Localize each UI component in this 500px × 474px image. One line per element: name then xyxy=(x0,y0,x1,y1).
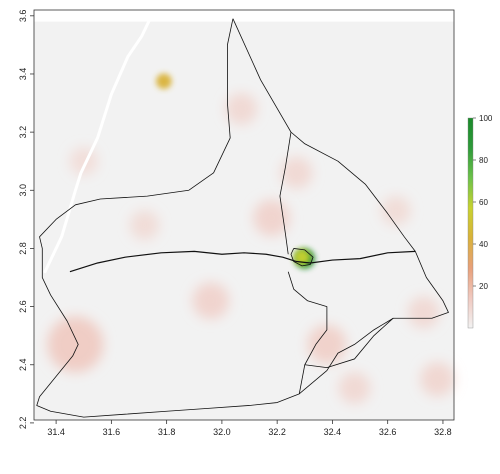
hotspot-3 xyxy=(47,316,104,373)
hotspot-12 xyxy=(129,210,160,240)
hotspot-13 xyxy=(69,147,98,176)
colorbar-tick-label-2: 60 xyxy=(479,198,488,207)
colorbar-ramp xyxy=(467,117,474,329)
boundary-layer xyxy=(36,18,449,418)
colorbar-ticks: 20 40 60 80 100 xyxy=(473,114,493,291)
colorbar-tick-label-0: 20 xyxy=(479,282,488,291)
hotspot-6 xyxy=(192,282,230,320)
hotspot-7 xyxy=(225,92,258,125)
boundary-outer xyxy=(36,18,449,418)
boundary-ew-division xyxy=(69,250,416,273)
hotspot-4 xyxy=(253,199,291,237)
hotspot-2 xyxy=(156,73,172,90)
boundary-south-division xyxy=(287,271,328,394)
x-tick-label-4: 32.2 xyxy=(268,427,286,437)
y-tick-label-2: 2.6 xyxy=(18,300,28,313)
boundary-ns-division xyxy=(279,132,292,255)
x-tick-label-1: 31.6 xyxy=(103,427,121,437)
hotspot-layer xyxy=(47,73,455,405)
y-tick-label-5: 3.2 xyxy=(18,126,28,139)
x-tick-label-7: 32.8 xyxy=(434,427,452,437)
river-line xyxy=(43,17,152,274)
x-tick-label-3: 32.0 xyxy=(213,427,231,437)
hotspot-9 xyxy=(381,195,411,226)
y-tick-label-1: 2.4 xyxy=(18,358,28,371)
raster-background xyxy=(34,21,454,421)
boundary-town-boundary xyxy=(290,248,314,267)
plot-area xyxy=(34,17,455,421)
hotspot-11 xyxy=(420,362,455,397)
y-tick-label-4: 3.0 xyxy=(18,184,28,197)
boundary-se-division xyxy=(304,317,394,369)
hotspot-5 xyxy=(307,324,347,364)
x-tick-label-0: 31.4 xyxy=(47,427,65,437)
y-tick-label-3: 2.8 xyxy=(18,242,28,255)
river-layer xyxy=(43,17,152,274)
x-tick-label-5: 32.4 xyxy=(324,427,342,437)
plot-frame xyxy=(33,9,455,421)
y-axis: 2.2 2.4 2.6 2.8 3.0 3.2 3.4 3.6 xyxy=(18,10,34,430)
colorbar-tick-label-1: 40 xyxy=(479,240,488,249)
x-axis: 31.4 31.6 31.8 32.0 32.2 32.4 32.6 32.8 xyxy=(47,420,452,437)
colorbar: 20 40 60 80 100 xyxy=(467,114,493,329)
hotspot-14 xyxy=(338,372,371,405)
colorbar-tick-label-4: 100 xyxy=(479,114,493,123)
x-tick-label-6: 32.6 xyxy=(379,427,397,437)
y-tick-label-0: 2.2 xyxy=(18,417,28,430)
y-tick-label-7: 3.6 xyxy=(18,10,28,23)
x-tick-label-2: 31.8 xyxy=(158,427,176,437)
y-tick-label-6: 3.4 xyxy=(18,68,28,81)
hotspot-8 xyxy=(280,156,313,189)
colorbar-tick-label-3: 80 xyxy=(479,156,488,165)
hotspot-10 xyxy=(407,296,440,329)
